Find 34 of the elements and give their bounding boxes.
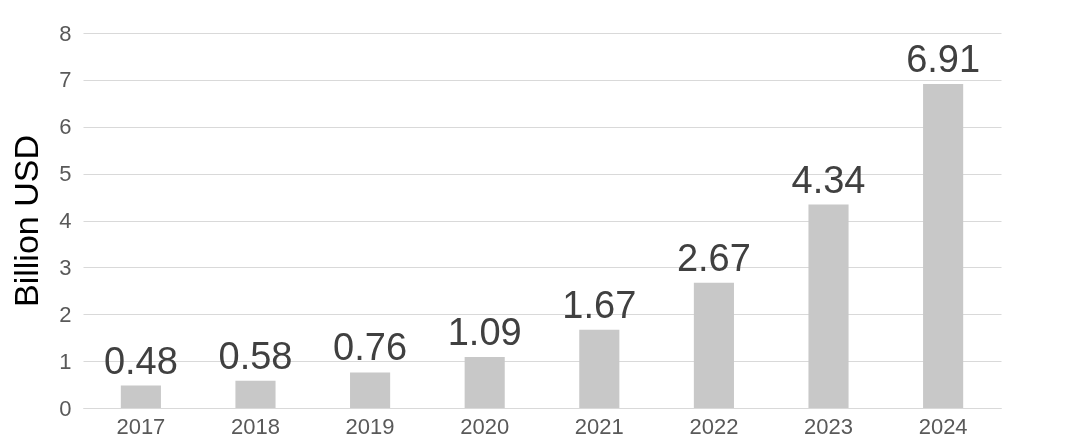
y-tick-label: 6: [59, 114, 72, 140]
y-axis-title: Billion USD: [7, 135, 46, 307]
bar: [579, 329, 620, 408]
y-tick-label: 0: [59, 395, 72, 421]
x-tick-label: 2019: [345, 413, 395, 439]
bar: [808, 204, 849, 408]
data-label: 0.48: [103, 339, 178, 382]
bar: [235, 380, 276, 408]
y-tick-label: 2: [59, 301, 72, 327]
bar: [350, 372, 391, 408]
y-tick-label: 7: [59, 67, 72, 93]
x-tick-label: 2017: [116, 413, 166, 439]
y-tick-label: 4: [59, 208, 72, 233]
bar: [464, 356, 505, 408]
y-tick-label: 3: [59, 254, 72, 280]
y-tick-label: 1: [59, 348, 72, 374]
x-tick-label: 2024: [918, 413, 968, 439]
y-tick-label: 8: [59, 20, 72, 46]
bar: [923, 84, 964, 408]
x-tick-label: 2020: [460, 413, 510, 439]
x-tick-label: 2023: [804, 413, 853, 439]
x-tick-label: 2021: [574, 413, 624, 439]
data-label: 4.34: [791, 158, 866, 201]
bar: [120, 385, 161, 408]
data-label: 6.91: [906, 38, 981, 81]
y-tick-label: 5: [59, 161, 72, 187]
data-label: 1.09: [447, 310, 522, 353]
x-tick-label: 2022: [689, 413, 739, 439]
x-tick-label: 2018: [231, 413, 280, 439]
bar: [693, 282, 734, 408]
data-label: 0.58: [218, 334, 293, 377]
data-label: 0.76: [333, 326, 408, 369]
data-label: 1.67: [562, 283, 637, 326]
data-label: 2.67: [676, 236, 751, 279]
